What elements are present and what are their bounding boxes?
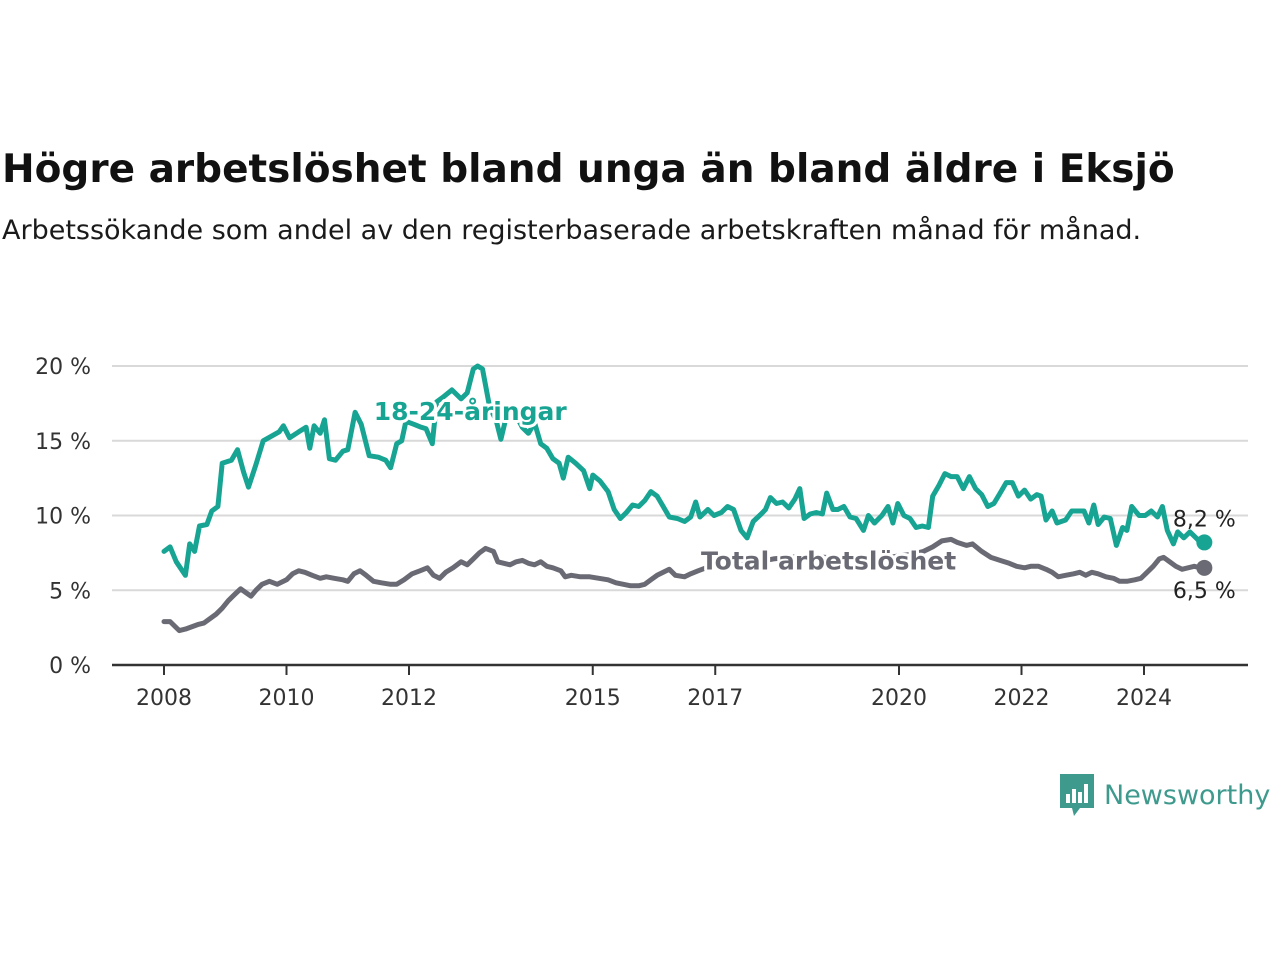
y-axis: 0 % 5 % 10 % 15 % 20 %: [35, 355, 91, 679]
x-tick-label: 2020: [871, 686, 927, 711]
y-tick-label: 20 %: [35, 355, 91, 380]
x-tick-label: 2024: [1116, 686, 1172, 711]
series-label-1: Total arbetslöshet: [701, 546, 956, 575]
chart-title: Högre arbetslöshet bland unga än bland ä…: [2, 147, 1175, 192]
newsworthy-logo-icon: [1060, 774, 1094, 816]
series-line-0: [161, 363, 1203, 578]
y-tick-label: 0 %: [49, 654, 91, 679]
brand-name: Newsworthy: [1104, 779, 1271, 811]
series-end-point-1: [1196, 559, 1213, 576]
x-tick-label: 2022: [994, 686, 1050, 711]
series-lines: [161, 363, 1213, 634]
y-tick-label: 15 %: [35, 430, 91, 455]
series-line-1: [161, 536, 1203, 634]
brand-logo: Newsworthy: [1060, 774, 1270, 816]
chart-subtitle: Arbetssökande som andel av den registerb…: [2, 215, 1142, 246]
series-label-0: 18-24-åringar: [374, 397, 568, 426]
y-tick-label: 10 %: [35, 505, 91, 530]
y-tick-label: 5 %: [49, 579, 91, 604]
series-labels: 18-24-åringar Total arbetslöshet 8,2 % 6,5 …: [371, 394, 1236, 604]
series-end-label-0: 8,2 %: [1173, 507, 1236, 532]
gridlines: [112, 365, 1248, 592]
x-tick-label: 2012: [381, 686, 437, 711]
series-end-label-1: 6,5 %: [1173, 579, 1236, 604]
series-end-point-0: [1196, 534, 1213, 551]
x-tick-label: 2008: [136, 686, 192, 711]
x-tick-label: 2010: [259, 686, 315, 711]
x-axis: 2008 2010 2012 2015 2017 2020 2022 2024: [112, 663, 1248, 711]
line-chart: 0 %5 %10 %15 %20 % 2008 2010 2012 2015 2017 2…: [35, 355, 1248, 711]
x-tick-label: 2015: [565, 686, 621, 711]
x-tick-label: 2017: [687, 686, 743, 711]
